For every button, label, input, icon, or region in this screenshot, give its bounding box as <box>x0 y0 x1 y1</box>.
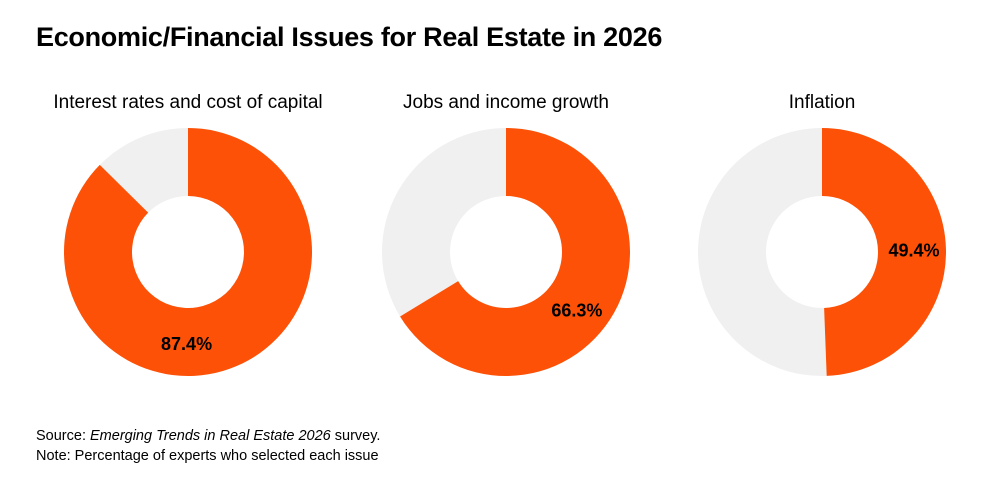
note-line: Note: Percentage of experts who selected… <box>36 448 379 464</box>
donut-slice-selected <box>822 128 946 376</box>
donut-title: Interest rates and cost of capital <box>53 92 323 113</box>
donut-slice-selected <box>63 128 313 376</box>
data-label: 87.4% <box>161 334 212 354</box>
donut-svg: 66.3% <box>382 128 630 376</box>
donut-chart-interest-rates: Interest rates and cost of capital 87.4% <box>38 88 338 393</box>
chart-title: Economic/Financial Issues for Real Estat… <box>36 22 663 52</box>
source-prefix: Source: <box>36 428 90 444</box>
source-suffix: survey. <box>330 428 381 444</box>
donut-title: Jobs and income growth <box>403 92 609 113</box>
donut-svg: 49.4% <box>697 128 946 376</box>
source-title: Emerging Trends in Real Estate 2026 <box>90 428 331 444</box>
footer: Source: Emerging Trends in Real Estate 2… <box>36 426 380 466</box>
donut-slice-selected <box>400 128 630 376</box>
donut-slice-remainder <box>697 128 827 376</box>
donut-slice-remainder <box>382 128 506 317</box>
donut-chart-jobs-income: Jobs and income growth 66.3% <box>356 88 656 393</box>
donut-svg: 87.4% <box>63 128 313 376</box>
data-label: 49.4% <box>888 240 939 260</box>
donut-title: Inflation <box>788 92 856 113</box>
source-line: Source: Emerging Trends in Real Estate 2… <box>36 426 380 446</box>
donut-chart-inflation: Inflation 49.4% <box>672 88 972 393</box>
data-label: 66.3% <box>551 301 602 321</box>
donut-slice-remainder <box>99 128 188 213</box>
